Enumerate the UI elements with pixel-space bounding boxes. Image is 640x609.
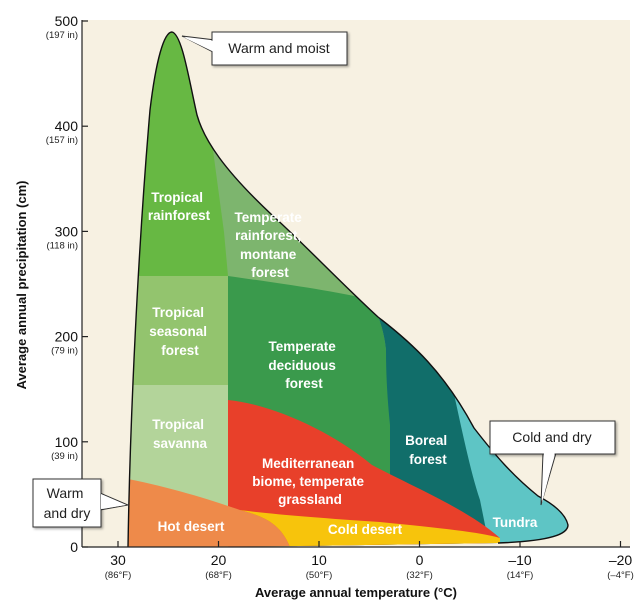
y-tick-label: 300 [55, 223, 79, 239]
x-tick-sublabel: (32°F) [406, 570, 433, 581]
y-tick-label: 0 [70, 539, 78, 555]
callout-box [32, 478, 102, 528]
x-tick-sublabel: (68°F) [205, 570, 232, 581]
callout-pointer-fill [542, 452, 555, 503]
callout-cold-dry: Cold and dry [489, 420, 616, 506]
callout-cold-dry-text: Cold and dry [512, 429, 591, 445]
x-tick-sublabel: (50°F) [306, 570, 333, 581]
callout-pointer-fill [183, 37, 214, 52]
label-temperate-deciduous-forest: Temperate deciduous forest [268, 339, 339, 391]
y-axis-ticks: 0 100(39 in) 200(79 in) 300(118 in) 400(157 … [46, 13, 88, 555]
y-tick-label: 200 [55, 329, 79, 345]
x-tick-label: 0 [416, 552, 424, 568]
y-tick-sublabel: (118 in) [46, 240, 78, 251]
label-tropical-savanna: Tropical savanna [152, 417, 208, 451]
label-mediterranean-biome: Mediterranean biome, temperate grassland [252, 456, 368, 507]
label-tropical-rainforest: Tropical rainforest [148, 190, 211, 223]
x-tick-sublabel: (14°F) [507, 570, 534, 581]
y-tick-label: 100 [55, 434, 79, 450]
x-tick-label: 10 [311, 552, 327, 568]
callout-pointer-fill [101, 494, 126, 509]
label-boreal-forest: Boreal forest [405, 433, 451, 467]
x-tick-label: 20 [211, 552, 227, 568]
x-tick-label: 30 [110, 552, 126, 568]
y-axis-title: Average annual precipitation (cm) [14, 180, 29, 389]
y-tick-sublabel: (79 in) [51, 346, 78, 357]
y-tick-label: 400 [55, 118, 79, 134]
x-axis-ticks: 30 (86°F) 20 (68°F) 10 (50°F) 0 (32°F) –10 (14°F)… [105, 541, 634, 581]
biome-labels: Tropical rainforest Temperate rainforest… [148, 190, 538, 537]
label-tropical-seasonal-forest: Tropical seasonal forest [149, 305, 211, 358]
x-tick-sublabel: (–4°F) [607, 570, 634, 581]
region-hot-desert [128, 472, 290, 547]
callout-box [489, 420, 616, 455]
label-temperate-rainforest: Temperate rainforest, montane forest [234, 210, 305, 280]
callout-warm-moist: Warm and moist [181, 31, 348, 66]
x-tick-label: –20 [609, 552, 633, 568]
y-tick-label: 500 [55, 13, 79, 29]
y-tick-sublabel: (157 in) [46, 135, 78, 146]
biome-envelope-outline [127, 31, 569, 548]
x-axis-title: Average annual temperature (°C) [255, 585, 457, 600]
y-tick-sublabel: (197 in) [46, 30, 78, 41]
y-tick-sublabel: (39 in) [51, 451, 78, 462]
x-tick-sublabel: (86°F) [105, 570, 132, 581]
x-tick-label: –10 [508, 552, 532, 568]
label-hot-desert: Hot desert [158, 519, 225, 534]
label-tundra: Tundra [493, 515, 538, 530]
callout-warm-dry: Warm and dry [32, 478, 130, 528]
region-tropical-seasonal-forest [128, 276, 228, 385]
region-cold-desert [240, 510, 500, 547]
callout-warm-moist-text: Warm and moist [228, 40, 330, 56]
callout-warm-dry-text: Warm and dry [44, 485, 91, 521]
region-mediterranean-biome [228, 400, 500, 547]
label-cold-desert: Cold desert [328, 522, 403, 537]
